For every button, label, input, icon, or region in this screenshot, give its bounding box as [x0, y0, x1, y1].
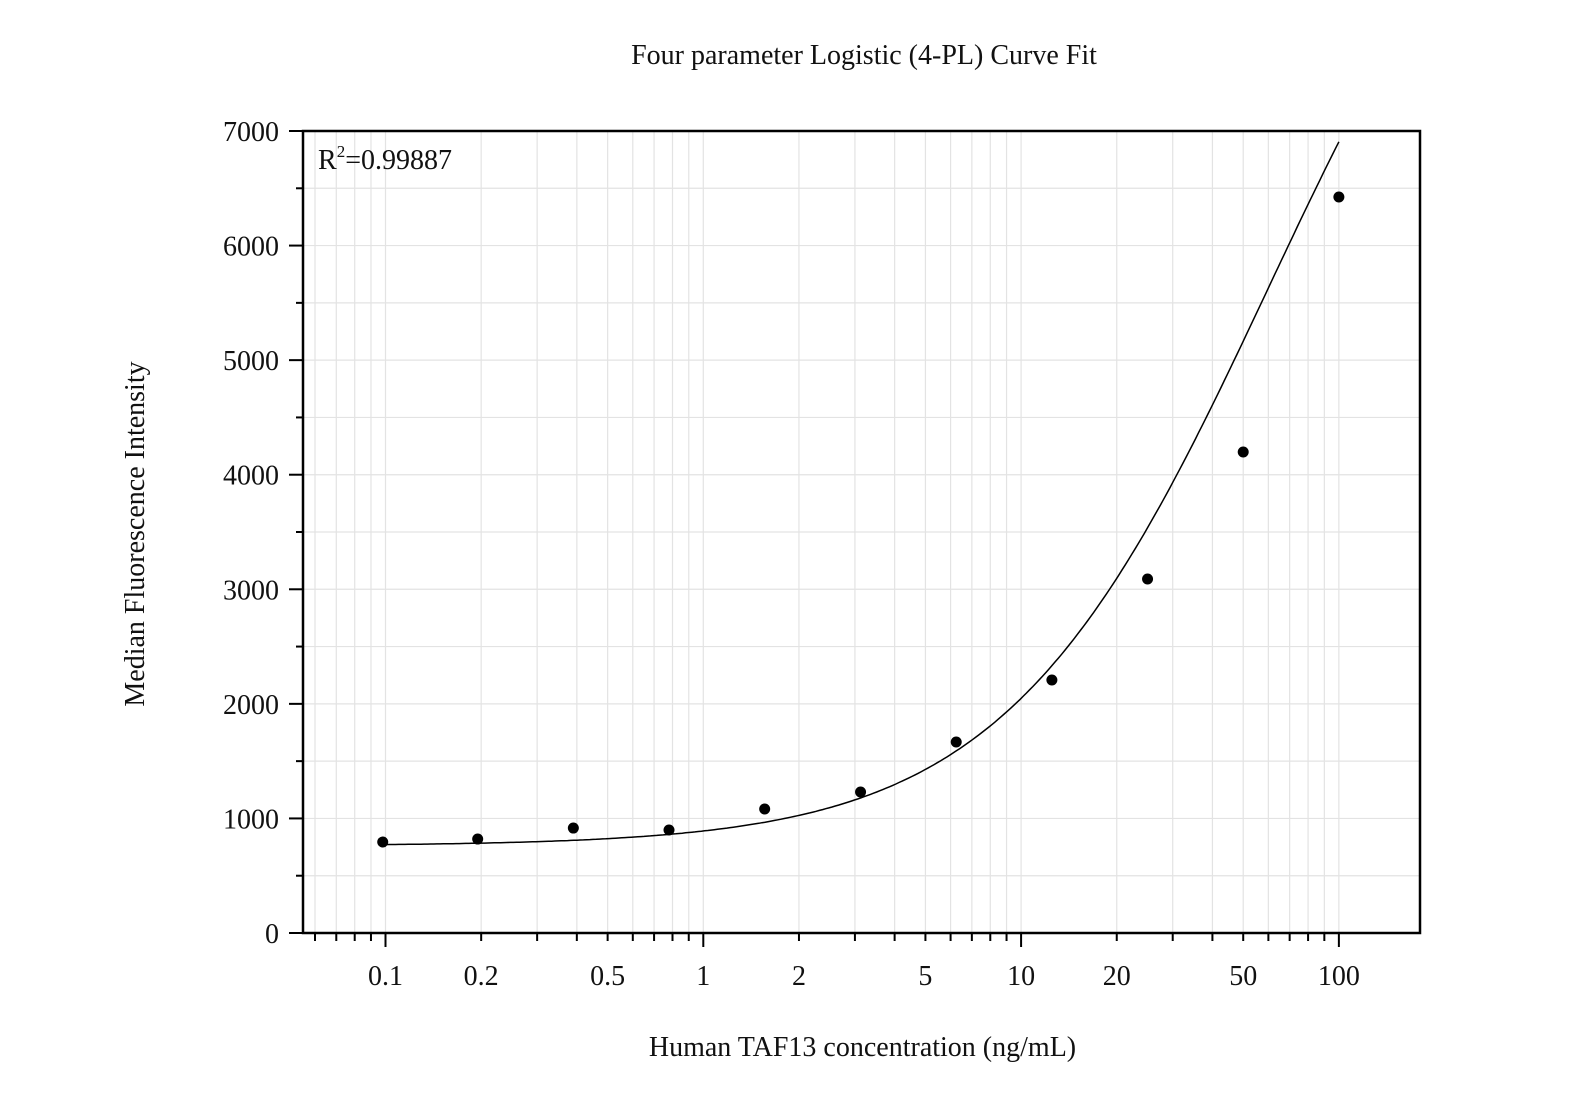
x-tick-label: 0.2 — [464, 961, 499, 992]
data-point — [567, 822, 579, 834]
data-point — [950, 736, 962, 748]
data-points — [377, 191, 1345, 848]
data-point — [759, 803, 771, 815]
data-point — [472, 833, 484, 845]
x-tick-label: 5 — [918, 961, 932, 992]
chart-title: Four parameter Logistic (4-PL) Curve Fit — [631, 40, 1097, 71]
y-tick-label: 4000 — [223, 461, 279, 492]
y-tick-label: 1000 — [223, 804, 279, 835]
y-tick-label: 7000 — [223, 117, 279, 148]
x-tick-label: 2 — [792, 961, 806, 992]
data-point — [663, 824, 675, 836]
x-tick-label: 20 — [1103, 961, 1131, 992]
x-tick-label: 1 — [696, 961, 710, 992]
tick-labels: 0.1 0.2 0.5 1 2 5 10 20 50 1000100020003000400050… — [223, 117, 1360, 992]
data-point — [1046, 674, 1058, 686]
y-tick-label: 5000 — [223, 346, 279, 377]
axes — [289, 129, 1422, 947]
data-point — [1333, 191, 1345, 203]
data-point — [1142, 573, 1154, 585]
data-point — [855, 786, 867, 798]
fit-curve — [382, 141, 1340, 846]
x-tick-label: 10 — [1007, 961, 1035, 992]
x-tick-label: 0.5 — [590, 961, 625, 992]
x-axis-label: Human TAF13 concentration (ng/mL) — [648, 1032, 1077, 1063]
data-point — [1237, 446, 1249, 458]
data-point — [377, 836, 389, 848]
r-squared-annotation: R2=0.99887 — [318, 142, 452, 176]
y-tick-label: 3000 — [223, 575, 279, 606]
y-tick-label: 2000 — [223, 690, 279, 721]
x-tick-label: 100 — [1318, 961, 1360, 992]
x-tick-label: 0.1 — [368, 961, 403, 992]
y-tick-label: 0 — [265, 919, 279, 950]
y-tick-label: 6000 — [223, 232, 279, 263]
grid-lines — [303, 131, 1420, 933]
x-tick-label: 50 — [1229, 961, 1257, 992]
